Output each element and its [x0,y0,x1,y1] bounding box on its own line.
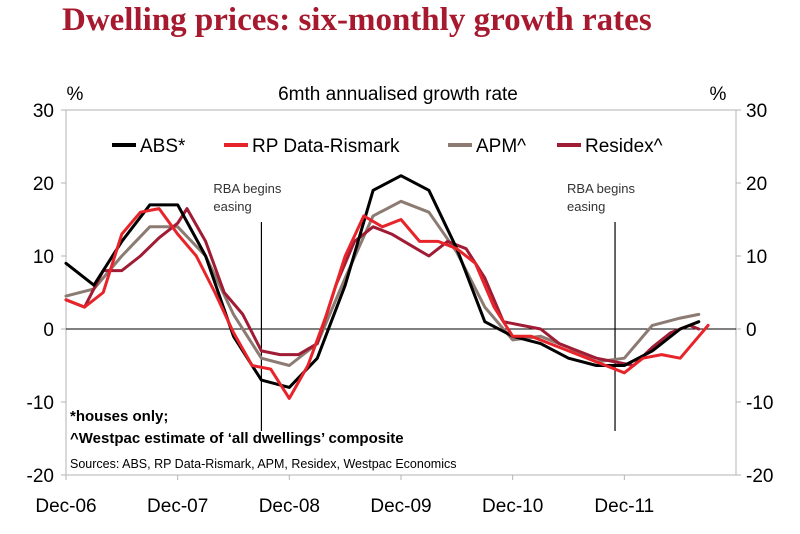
series-line-abs [64,174,701,389]
x-tick-label: Dec-06 [35,496,96,517]
chart-subtitle: 6mth annualised growth rate [278,84,518,105]
x-tick-label: Dec-09 [370,496,431,517]
y-tick-label-right: 20 [746,174,767,195]
y-tick-label-left: -20 [27,466,54,487]
y-unit-right: % [710,84,727,105]
y-tick-label-left: 0 [43,320,54,341]
page-title: Dwelling prices: six-monthly growth rate… [62,2,652,38]
annotation-label: RBA begins [213,181,281,196]
footnote-2: ^Westpac estimate of ‘all dwellings’ com… [70,430,404,447]
x-tick-label: Dec-10 [482,496,543,517]
y-tick-label-left: -10 [27,393,54,414]
annotation-label: easing [213,199,251,214]
y-tick-label-left: 20 [33,174,54,195]
legend-label-residex: Residex^ [585,136,663,157]
y-unit-left: % [67,84,84,105]
y-tick-label-right: -20 [746,466,773,487]
x-tick-label: Dec-07 [147,496,208,517]
legend-label-apm: APM^ [476,136,526,157]
annotation-label: easing [567,199,605,214]
series-line-rp-data-rismark [64,207,710,400]
annotation-label: RBA begins [567,181,635,196]
legend-label-rp-data-rismark: RP Data-Rismark [252,136,400,157]
series-line-residex [64,207,701,367]
y-tick-label-left: 10 [33,247,54,268]
legend-label-abs: ABS* [140,136,186,157]
y-tick-label-right: 10 [746,247,767,268]
y-tick-label-left: 30 [33,101,54,122]
footnote-1: *houses only; [70,408,168,425]
y-tick-label-right: -10 [746,393,773,414]
y-tick-label-right: 0 [746,320,757,341]
x-tick-label: Dec-08 [259,496,320,517]
source-note: Sources: ABS, RP Data-Rismark, APM, Resi… [70,457,456,471]
x-tick-label: Dec-11 [594,496,654,517]
y-tick-label-right: 30 [746,101,767,122]
